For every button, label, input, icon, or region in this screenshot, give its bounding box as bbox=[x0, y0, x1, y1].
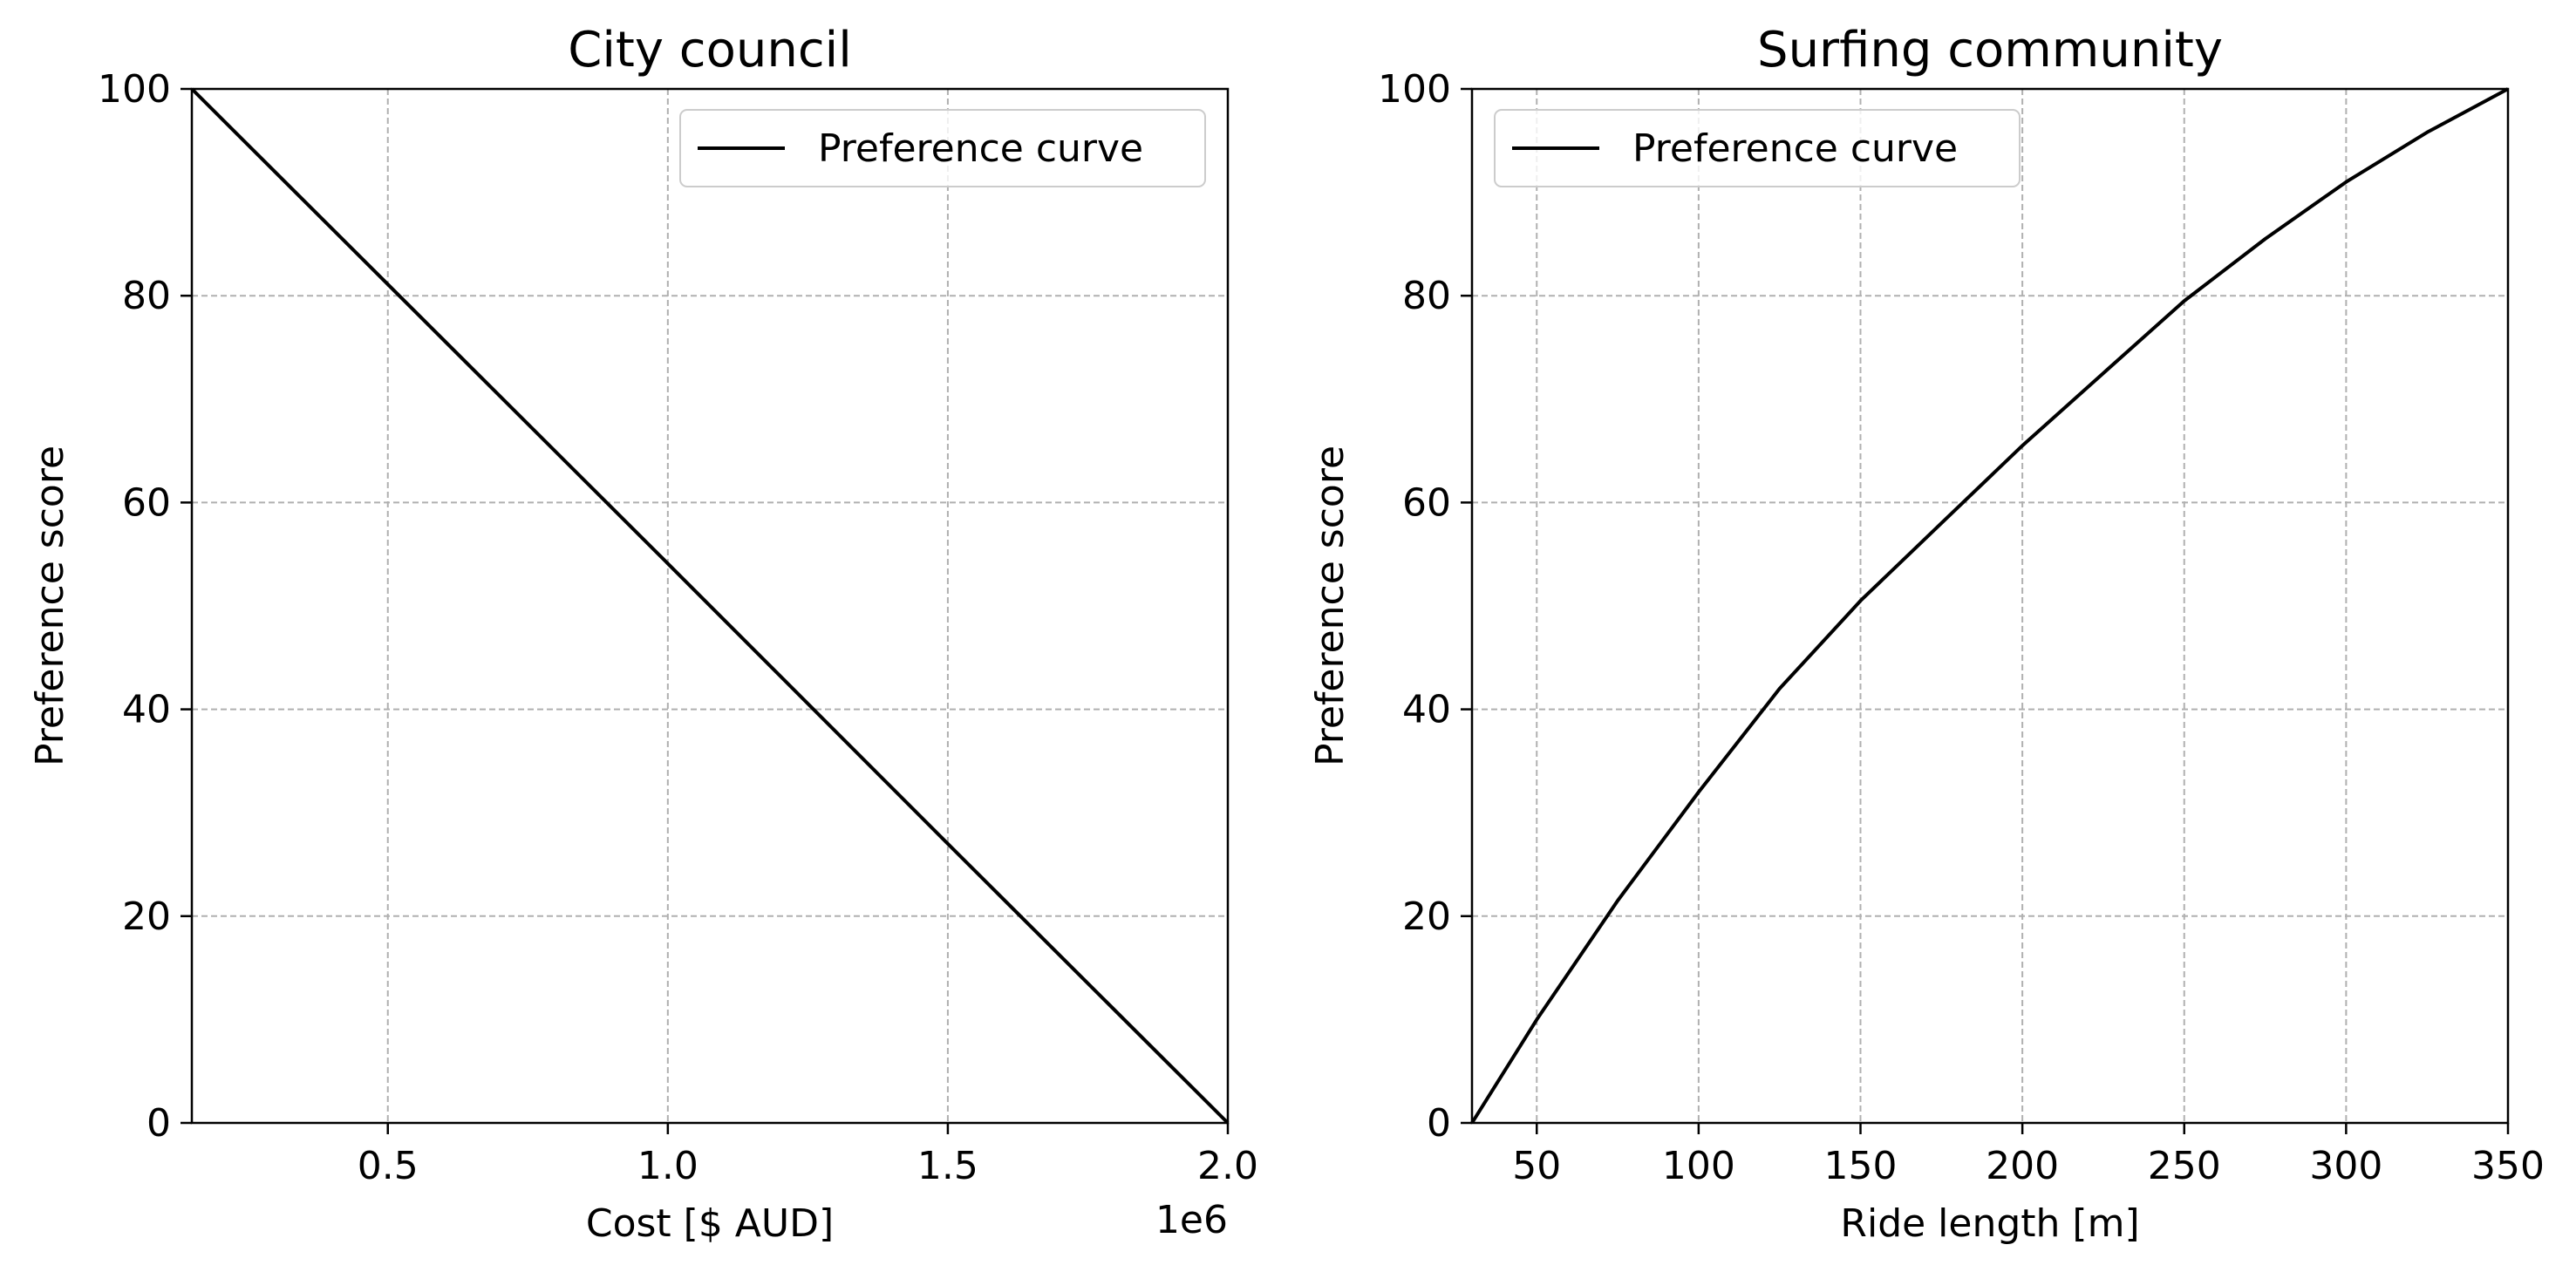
x-tick-label: 1.0 bbox=[637, 1144, 699, 1188]
y-tick-label: 40 bbox=[1402, 688, 1451, 732]
y-tick-label: 0 bbox=[1427, 1101, 1451, 1146]
x-axis-label: Cost [$ AUD] bbox=[586, 1201, 834, 1246]
y-tick-label: 20 bbox=[122, 894, 171, 939]
y-tick-label: 100 bbox=[1378, 67, 1451, 112]
chart-panel-1: 0.5 1.0 1.5 2.0 0 20 40 60 80 100 City council Cost… bbox=[28, 22, 1258, 1246]
x-axis-label: Ride length [m] bbox=[1840, 1201, 2139, 1246]
legend-box bbox=[679, 109, 1206, 187]
legend-box bbox=[1494, 109, 2021, 187]
chart-title: Surfing community bbox=[1757, 22, 2223, 78]
y-tick-label: 0 bbox=[147, 1101, 171, 1146]
x-tick-label: 300 bbox=[2309, 1144, 2382, 1188]
y-tick-label: 100 bbox=[98, 67, 171, 112]
legend-entry: Preference curve bbox=[818, 126, 1143, 171]
plot-frame bbox=[190, 87, 1230, 1125]
x-tick-label: 200 bbox=[1986, 1144, 2059, 1188]
chart-title: City council bbox=[568, 22, 852, 78]
x-tick-label: 1.5 bbox=[917, 1144, 978, 1188]
x-tick-label: 150 bbox=[1824, 1144, 1898, 1188]
y-tick-label: 80 bbox=[122, 274, 171, 318]
legend: Preference curve bbox=[679, 109, 1206, 187]
legend: Preference curve bbox=[1494, 109, 2021, 187]
series-line-1 bbox=[1470, 87, 2509, 1125]
x-offset-label: 1e6 bbox=[1155, 1198, 1228, 1242]
legend-entry: Preference curve bbox=[1632, 126, 1958, 171]
x-tick-label: 2.0 bbox=[1197, 1144, 1258, 1188]
plot-frame bbox=[1470, 87, 2510, 1125]
x-tick-label: 250 bbox=[2148, 1144, 2221, 1188]
x-tick-label: 50 bbox=[1512, 1144, 1561, 1188]
y-tick-label: 60 bbox=[1402, 480, 1451, 525]
y-tick-label: 20 bbox=[1402, 894, 1451, 939]
y-tick-label: 80 bbox=[1402, 274, 1451, 318]
x-tick-label: 0.5 bbox=[358, 1144, 419, 1188]
y-tick-label: 60 bbox=[122, 480, 171, 525]
y-axis-label: Preference score bbox=[28, 446, 72, 766]
chart-panel-2: 50 100 150 200 250 300 350 0 20 40 60 80 100 Surfing … bbox=[1308, 22, 2545, 1246]
x-tick-label: 350 bbox=[2471, 1144, 2545, 1188]
x-tick-label: 100 bbox=[1662, 1144, 1735, 1188]
y-tick-label: 40 bbox=[122, 688, 171, 732]
y-axis-label: Preference score bbox=[1308, 446, 1353, 766]
